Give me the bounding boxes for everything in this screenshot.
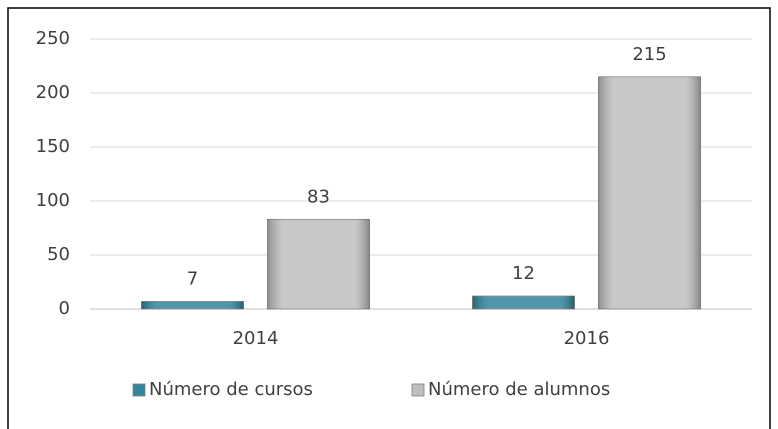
legend-label: Número de cursos [149, 379, 313, 400]
chart-frame [7, 7, 771, 429]
x-tick-label: 2014 [233, 328, 279, 349]
bar-shade [267, 219, 370, 309]
legend-swatch [132, 383, 146, 397]
bar-shade [598, 76, 701, 309]
data-label: 215 [632, 44, 666, 65]
y-tick-label: 250 [36, 28, 70, 49]
y-tick-label: 200 [36, 82, 70, 103]
y-tick-label: 150 [36, 136, 70, 157]
data-label: 7 [187, 268, 198, 289]
y-tick-label: 100 [36, 190, 70, 211]
x-tick-label: 2016 [564, 328, 610, 349]
data-label: 12 [512, 263, 535, 284]
legend-label: Número de alumnos [428, 379, 610, 400]
bar-shade [472, 296, 575, 309]
y-tick-label: 50 [47, 244, 70, 265]
y-tick-label: 0 [59, 298, 70, 319]
legend-swatch [411, 383, 425, 397]
bar-shade [141, 301, 244, 309]
data-label: 83 [307, 186, 330, 207]
